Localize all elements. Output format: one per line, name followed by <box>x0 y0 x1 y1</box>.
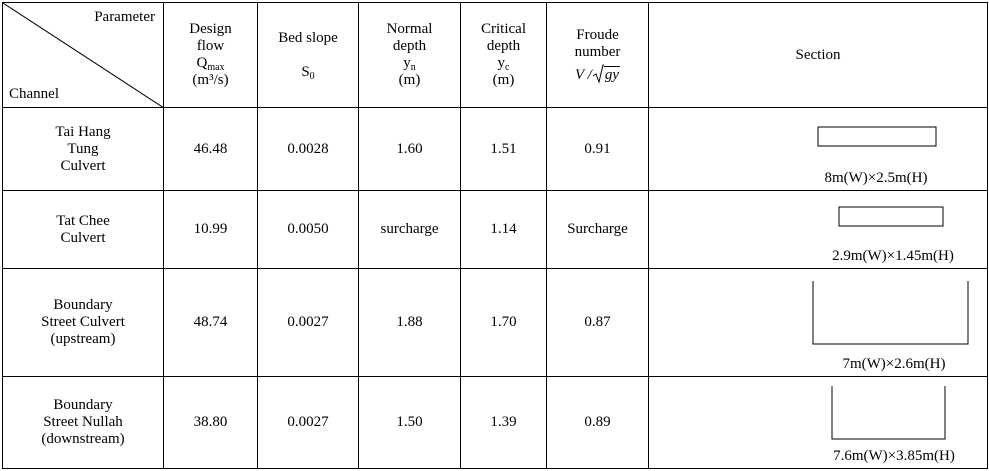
value-cell: 1.51 <box>460 107 547 191</box>
channel-line: Culvert <box>60 157 106 174</box>
subscript: n <box>410 62 416 73</box>
corner-cell: Parameter Channel <box>2 2 164 108</box>
symbol: y <box>403 55 411 71</box>
header-label: Normal depth <box>386 21 433 54</box>
table-row: Boundary Street Nullah (downstream) 38.80 0.… <box>2 376 988 469</box>
value-cell: 1.39 <box>460 376 547 469</box>
unit: (m) <box>398 72 421 88</box>
value-cell: 0.87 <box>546 268 649 377</box>
section-shape <box>838 206 944 227</box>
header-cell: Section <box>648 2 988 108</box>
section-drawing: 7.6m(W)×3.85m(H) <box>831 386 955 464</box>
channel-line: Culvert <box>60 229 106 246</box>
channel-line: Tai Hang <box>55 123 111 140</box>
section-cell: 2.9m(W)×1.45m(H) <box>648 190 988 269</box>
section-cell: 7.6m(W)×3.85m(H) <box>648 376 988 469</box>
header-label: Bed slope <box>278 29 338 46</box>
value-cell: 0.0027 <box>257 268 359 377</box>
channel-cell: Boundary Street Culvert (upstream) <box>2 268 164 377</box>
channel-line: Tung <box>67 140 99 157</box>
unit: (m) <box>492 72 515 88</box>
value-cell: 1.50 <box>358 376 461 469</box>
header-cell: Froude number V / gy <box>546 2 649 108</box>
section-cell: 7m(W)×2.6m(H) <box>648 268 988 377</box>
value-cell: 0.0027 <box>257 376 359 469</box>
section-shape <box>817 126 937 147</box>
value-cell: 46.48 <box>163 107 258 191</box>
channel-cell: Tat Chee Culvert <box>2 190 164 269</box>
value-cell: 0.0028 <box>257 107 359 191</box>
value-cell: 38.80 <box>163 376 258 469</box>
value-cell: 48.74 <box>163 268 258 377</box>
value-cell: surcharge <box>358 190 461 269</box>
table-row: Boundary Street Culvert (upstream) 48.74 0.0… <box>2 268 988 377</box>
table-row: Tai Hang Tung Culvert 46.48 0.0028 1.60 1.51 0.… <box>2 107 988 191</box>
value-cell: 1.60 <box>358 107 461 191</box>
channel-line: Street Nullah <box>43 414 123 430</box>
section-drawing: 2.9m(W)×1.45m(H) <box>832 206 954 264</box>
section-dimensions: 7m(W)×2.6m(H) <box>842 356 945 372</box>
value-cell: 0.0050 <box>257 190 359 269</box>
channel-line: Boundary <box>53 397 113 413</box>
symbol: S <box>301 63 310 80</box>
header-label: Design flow <box>189 21 232 54</box>
channel-line: Tat Chee <box>56 212 110 229</box>
section-dimensions: 7.6m(W)×3.85m(H) <box>833 448 955 464</box>
value-cell: 0.91 <box>546 107 649 191</box>
section-dimensions: 8m(W)×2.5m(H) <box>824 170 927 186</box>
header-cell: Critical depth yc (m) <box>460 2 547 108</box>
header-row: Parameter Channel Design flow Qmax (m³/s) … <box>2 2 988 108</box>
symbol: Q <box>196 55 208 71</box>
table-row: Tat Chee Culvert 10.99 0.0050 surcharge 1.14 S… <box>2 190 988 269</box>
section-cell: 8m(W)×2.5m(H) <box>648 107 988 191</box>
channel-line: Street Culvert <box>41 314 125 330</box>
value-cell: 1.14 <box>460 190 547 269</box>
diagonal <box>3 3 164 108</box>
header-label: Froude number <box>574 26 621 60</box>
channel-line: (downstream) <box>41 431 125 447</box>
header-label: Critical depth <box>481 21 526 54</box>
subscript: max <box>207 62 225 73</box>
subscript: 0 <box>309 70 315 82</box>
section-drawing: 8m(W)×2.5m(H) <box>817 126 937 186</box>
symbol: y <box>497 55 506 71</box>
sqrt-sign <box>592 64 604 84</box>
header-cell: Bed slope S0 <box>257 2 359 108</box>
value-cell: Surcharge <box>546 190 649 269</box>
formula-radicand: gy <box>603 65 620 83</box>
section-shape <box>831 386 946 440</box>
value-cell: 10.99 <box>163 190 258 269</box>
section-shape <box>812 281 969 345</box>
header-label: Section <box>795 46 841 63</box>
value-cell: 0.89 <box>546 376 649 469</box>
channel-line: (upstream) <box>50 331 116 347</box>
header-cell: Design flow Qmax (m³/s) <box>163 2 258 108</box>
value-cell: 1.70 <box>460 268 547 377</box>
channel-cell: Boundary Street Nullah (downstream) <box>2 376 164 469</box>
channel-line: Boundary <box>53 297 113 313</box>
subscript: c <box>505 62 510 73</box>
corner-bottom: Channel <box>9 86 59 102</box>
channel-cell: Tai Hang Tung Culvert <box>2 107 164 191</box>
header-cell: Normal depth yn (m) <box>358 2 461 108</box>
value-cell: 1.88 <box>358 268 461 377</box>
section-dimensions: 2.9m(W)×1.45m(H) <box>832 248 954 264</box>
unit: (m³/s) <box>192 72 229 88</box>
section-drawing: 7m(W)×2.6m(H) <box>812 281 969 372</box>
formula-left: V / <box>575 66 592 83</box>
corner-top: Parameter <box>94 9 155 25</box>
